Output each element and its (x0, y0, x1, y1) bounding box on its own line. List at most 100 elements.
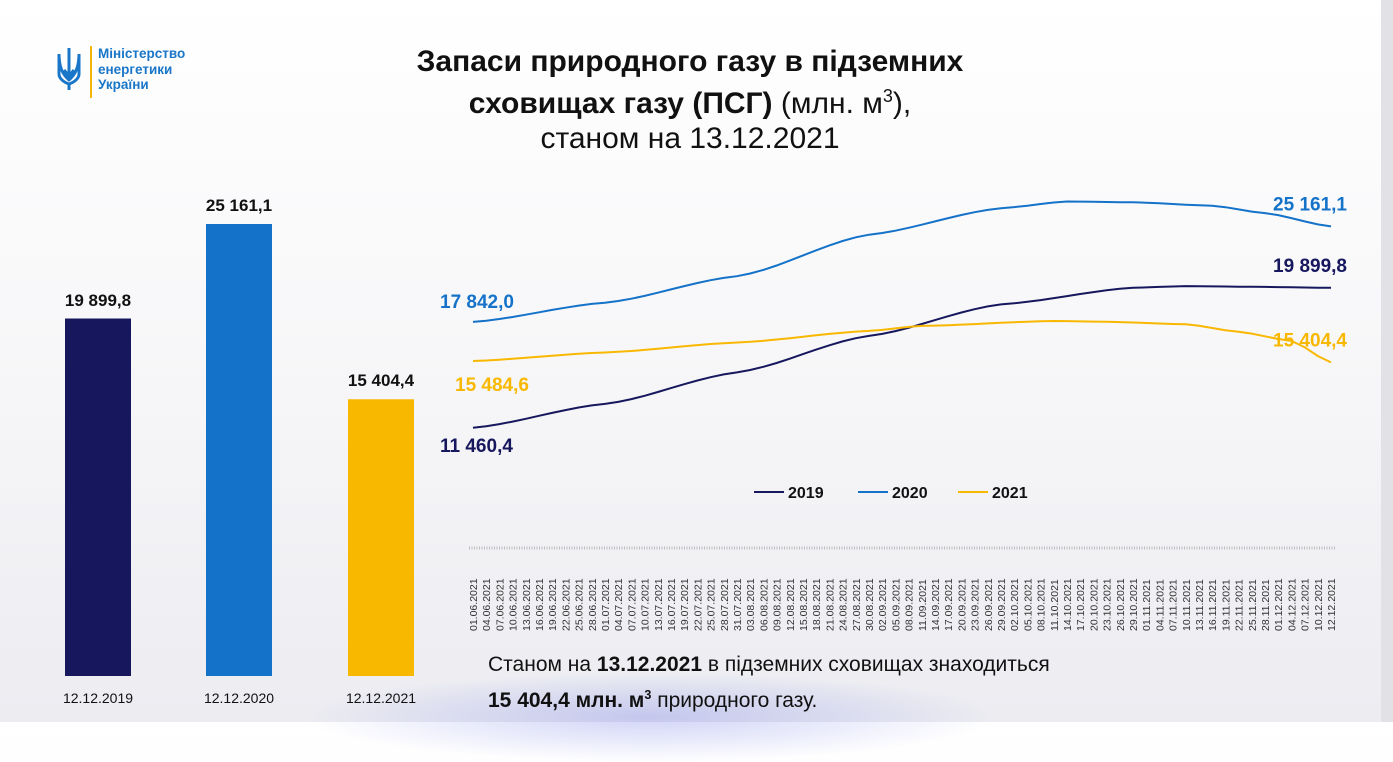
bar-value-label: 19 899,8 (64, 290, 132, 310)
x-tick-label: 07.07.2021 (626, 578, 638, 631)
x-tick-label: 25.11.2021 (1247, 579, 1259, 631)
x-tick-label: 01.11.2021 (1141, 579, 1153, 631)
start-label-2021: 15 484,6 (455, 375, 529, 396)
x-tick-label: 18.08.2021 (811, 578, 823, 631)
x-tick-label: 13.11.2021 (1194, 579, 1206, 631)
bar-12.12.2021 (348, 399, 414, 676)
x-tick-label: 25.06.2021 (574, 578, 586, 631)
x-tick-label: 01.12.2021 (1273, 578, 1285, 631)
x-tick-label: 07.12.2021 (1300, 578, 1312, 631)
start-label-2019: 11 460,4 (440, 436, 513, 457)
x-tick-label: 19.11.2021 (1220, 579, 1232, 631)
x-tick-label: 23.10.2021 (1102, 578, 1114, 631)
end-label-2019: 19 899,8 (1273, 256, 1347, 277)
end-label-2021: 15 404,4 (1273, 330, 1347, 351)
x-tick-label: 28.11.2021 (1260, 579, 1272, 631)
title-line-3: станом на 13.12.2021 (540, 122, 840, 155)
logo-divider (90, 46, 92, 98)
x-tick-label: 10.11.2021 (1181, 579, 1193, 631)
trident-icon (57, 48, 81, 90)
frame-edge (1381, 0, 1393, 722)
x-tick-label: 16.06.2021 (534, 578, 546, 631)
x-tick-label: 01.07.2021 (600, 578, 612, 631)
logo-line-2: енергетики (98, 61, 173, 77)
x-tick-label: 13.06.2021 (521, 578, 533, 631)
x-tick-label: 22.06.2021 (560, 578, 572, 631)
x-tick-label: 29.10.2021 (1128, 578, 1140, 631)
bar-chart (65, 224, 414, 676)
legend-label-2019: 2019 (788, 485, 824, 502)
x-tick-label: 11.09.2021 (917, 579, 929, 631)
series-line-2019 (472, 285, 1332, 429)
x-tick-label: 09.08.2021 (772, 578, 784, 631)
series-line-2021 (472, 319, 1332, 364)
x-tick-label: 15.08.2021 (798, 578, 810, 631)
x-tick-label: 28.07.2021 (719, 578, 731, 631)
series-line-2020 (472, 200, 1332, 323)
x-tick-label: 26.10.2021 (1115, 578, 1127, 631)
x-tick-label: 20.10.2021 (1088, 578, 1100, 631)
footnote-line-1: Станом на 13.12.2021 в підземних сховища… (488, 653, 1050, 676)
x-tick-label: 26.09.2021 (983, 578, 995, 631)
title-line-2: сховищах газу (ПСГ) (млн. м3), (468, 86, 912, 120)
x-tick-label: 02.09.2021 (877, 578, 889, 631)
x-tick-label: 22.07.2021 (692, 578, 704, 631)
bar-category-label: 12.12.2021 (345, 690, 417, 706)
x-tick-label: 14.09.2021 (930, 578, 942, 631)
x-tick-label: 19.07.2021 (679, 578, 691, 631)
x-tick-label: 17.09.2021 (943, 578, 955, 631)
x-tick-label: 02.10.2021 (1009, 578, 1021, 631)
x-tick-label: 11.10.2021 (1049, 579, 1061, 631)
x-tick-label: 23.09.2021 (970, 578, 982, 631)
bar-12.12.2020 (206, 224, 272, 676)
x-tick-label: 05.09.2021 (890, 578, 902, 631)
legend-label-2020: 2020 (892, 485, 928, 502)
x-tick-label: 04.11.2021 (1154, 579, 1166, 631)
x-tick-label: 04.12.2021 (1286, 578, 1298, 631)
x-tick-label: 07.11.2021 (1168, 579, 1180, 631)
x-tick-label: 28.06.2021 (587, 578, 599, 631)
x-tick-label: 31.07.2021 (732, 578, 744, 631)
x-tick-label: 05.10.2021 (1022, 578, 1034, 631)
chart-title: Запаси природного газу в підземних схови… (300, 44, 1080, 156)
x-tick-label: 16.11.2021 (1207, 579, 1219, 631)
bar-category-label: 12.12.2020 (203, 690, 275, 706)
x-tick-label: 27.08.2021 (851, 578, 863, 631)
x-tick-label: 25.07.2021 (706, 578, 718, 631)
x-tick-label: 01.06.2021 (468, 578, 480, 631)
x-tick-label: 04.07.2021 (613, 578, 625, 631)
x-tick-label: 12.12.2021 (1326, 578, 1338, 631)
x-tick-label: 14.10.2021 (1062, 578, 1074, 631)
x-tick-label: 10.07.2021 (640, 578, 652, 631)
x-tick-label: 12.08.2021 (785, 578, 797, 631)
ministry-logo: Міністерство енергетики України (54, 46, 185, 98)
end-label-2020: 25 161,1 (1273, 194, 1347, 215)
x-tick-label: 13.07.2021 (653, 578, 665, 631)
x-tick-label: 24.08.2021 (838, 578, 850, 631)
x-tick-label: 08.09.2021 (904, 578, 916, 631)
x-tick-label: 10.06.2021 (508, 578, 520, 631)
footnote-line-2: 15 404,4 млн. м3 природного газу. (488, 688, 818, 712)
bar-value-label: 15 404,4 (347, 371, 415, 391)
x-tick-label: 20.09.2021 (956, 578, 968, 631)
x-tick-label: 19.06.2021 (547, 578, 559, 631)
x-tick-label: 21.08.2021 (824, 578, 836, 631)
x-tick-label: 30.08.2021 (864, 578, 876, 631)
legend-label-2021: 2021 (992, 485, 1028, 502)
x-tick-label: 10.12.2021 (1313, 578, 1325, 631)
x-tick-label: 29.09.2021 (996, 578, 1008, 631)
footnote: Станом на 13.12.2021 в підземних сховища… (488, 650, 1050, 716)
line-chart: 11 460,4 19 899,8 17 842,0 25 161,1 15 484,6… (440, 194, 1347, 631)
x-tick-label: 04.06.2021 (481, 578, 493, 631)
start-label-2020: 17 842,0 (440, 292, 514, 313)
logo-line-1: Міністерство (98, 46, 186, 61)
bar-12.12.2019 (65, 318, 131, 676)
x-tick-label: 07.06.2021 (494, 578, 506, 631)
x-tick-label: 22.11.2021 (1234, 579, 1246, 631)
x-tick-label: 03.08.2021 (745, 578, 757, 631)
title-line-1: Запаси природного газу в підземних (416, 45, 964, 78)
bar-category-label: 12.12.2019 (62, 690, 134, 706)
bar-value-label: 25 161,1 (205, 196, 273, 215)
x-tick-label: 16.07.2021 (666, 578, 678, 631)
x-tick-label: 06.08.2021 (758, 578, 770, 631)
